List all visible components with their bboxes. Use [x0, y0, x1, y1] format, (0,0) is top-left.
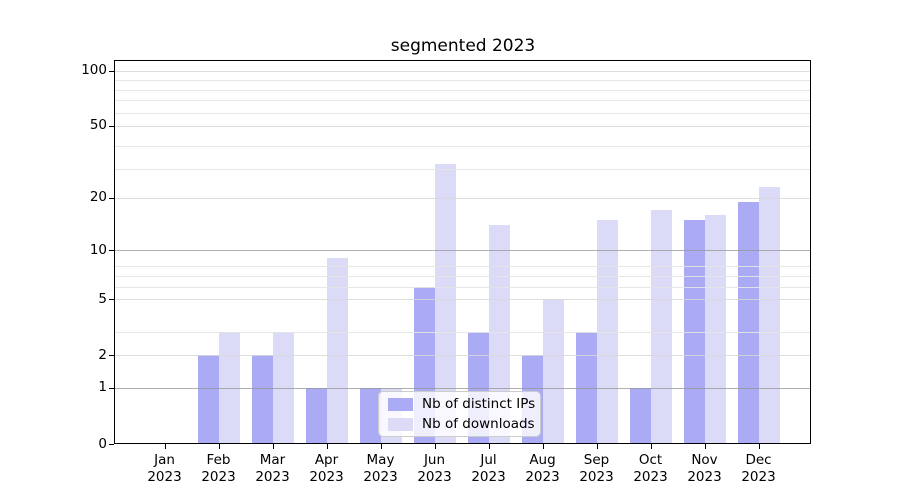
- gridline: [115, 100, 811, 102]
- x-tick-mark: [650, 444, 652, 449]
- x-tick-mark: [758, 444, 760, 449]
- x-tick-mark: [218, 444, 220, 449]
- y-tick-mark: [109, 387, 114, 389]
- x-tick-mark: [596, 444, 598, 449]
- x-tick-mark: [326, 444, 328, 449]
- y-tick-mark: [109, 70, 114, 72]
- legend-swatch-distinct-ips-icon: [388, 397, 413, 411]
- y-tick-label: 0: [98, 435, 107, 452]
- x-tick-label: Oct 2023: [633, 452, 668, 485]
- x-tick-label: Jul 2023: [471, 452, 506, 485]
- bar-downloads-aug: [542, 299, 564, 444]
- x-tick-mark: [542, 444, 544, 449]
- gridline: [115, 299, 811, 300]
- x-tick-mark: [488, 444, 490, 449]
- bar-distinct-ips-mar: [251, 355, 273, 444]
- bar-downloads-jun: [434, 163, 456, 444]
- x-tick-label: Jan 2023: [147, 452, 182, 485]
- legend-item-downloads: Nb of downloads: [388, 416, 540, 432]
- x-tick-label: Nov 2023: [687, 452, 722, 485]
- gridline: [115, 168, 811, 170]
- y-tick-mark: [109, 125, 114, 127]
- bar-distinct-ips-may: [359, 387, 381, 444]
- gridline: [115, 250, 811, 251]
- y-tick-label: 10: [89, 241, 107, 258]
- gridline: [115, 266, 811, 268]
- x-tick-mark: [434, 444, 436, 449]
- bar-downloads-apr: [326, 257, 348, 444]
- gridline: [115, 286, 811, 288]
- y-tick-mark: [109, 250, 114, 251]
- x-tick-label: Apr 2023: [309, 452, 344, 485]
- x-tick-mark: [272, 444, 274, 449]
- bar-downloads-nov: [704, 214, 726, 444]
- x-tick-label: Mar 2023: [255, 452, 290, 485]
- gridline: [115, 70, 811, 72]
- legend: Nb of distinct IPs Nb of downloads: [378, 391, 541, 437]
- y-tick-mark: [109, 444, 114, 445]
- gridline: [115, 275, 811, 277]
- y-tick-label: 100: [81, 62, 107, 79]
- gridline: [115, 145, 811, 147]
- gridline: [115, 197, 811, 199]
- legend-label-distinct-ips: Nb of distinct IPs: [422, 396, 536, 412]
- gridline: [115, 125, 811, 127]
- y-tick-label: 5: [98, 290, 107, 307]
- gridline: [115, 79, 811, 81]
- gridline: [115, 387, 811, 389]
- gridline: [115, 89, 811, 91]
- bar-downloads-oct: [650, 210, 672, 444]
- bar-downloads-dec: [758, 186, 780, 444]
- legend-item-distinct-ips: Nb of distinct IPs: [388, 396, 540, 412]
- x-tick-label: Sep 2023: [579, 452, 614, 485]
- x-tick-label: Feb 2023: [201, 452, 236, 485]
- bar-downloads-jul: [488, 224, 510, 444]
- bar-distinct-ips-apr: [305, 387, 327, 444]
- x-tick-label: Dec 2023: [741, 452, 776, 485]
- x-tick-mark: [380, 444, 382, 449]
- y-tick-label: 20: [89, 189, 107, 206]
- y-tick-mark: [109, 197, 114, 199]
- y-tick-label: 1: [98, 379, 107, 396]
- y-tick-label: 2: [98, 346, 107, 363]
- legend-label-downloads: Nb of downloads: [422, 416, 535, 432]
- x-tick-label: Aug 2023: [525, 452, 560, 485]
- x-tick-mark: [164, 444, 166, 449]
- chart-title: segmented 2023: [390, 36, 536, 56]
- y-tick-label: 50: [89, 117, 107, 134]
- legend-swatch-downloads-icon: [388, 417, 413, 431]
- bar-distinct-ips-oct: [629, 387, 651, 444]
- bar-distinct-ips-dec: [737, 201, 759, 444]
- gridline: [115, 331, 811, 333]
- x-tick-mark: [704, 444, 706, 449]
- bar-distinct-ips-feb: [197, 355, 219, 444]
- x-tick-label: May 2023: [363, 452, 398, 485]
- gridline: [115, 355, 811, 357]
- x-tick-label: Jun 2023: [417, 452, 452, 485]
- y-tick-mark: [109, 355, 114, 357]
- gridline: [115, 112, 811, 114]
- y-tick-mark: [109, 299, 114, 300]
